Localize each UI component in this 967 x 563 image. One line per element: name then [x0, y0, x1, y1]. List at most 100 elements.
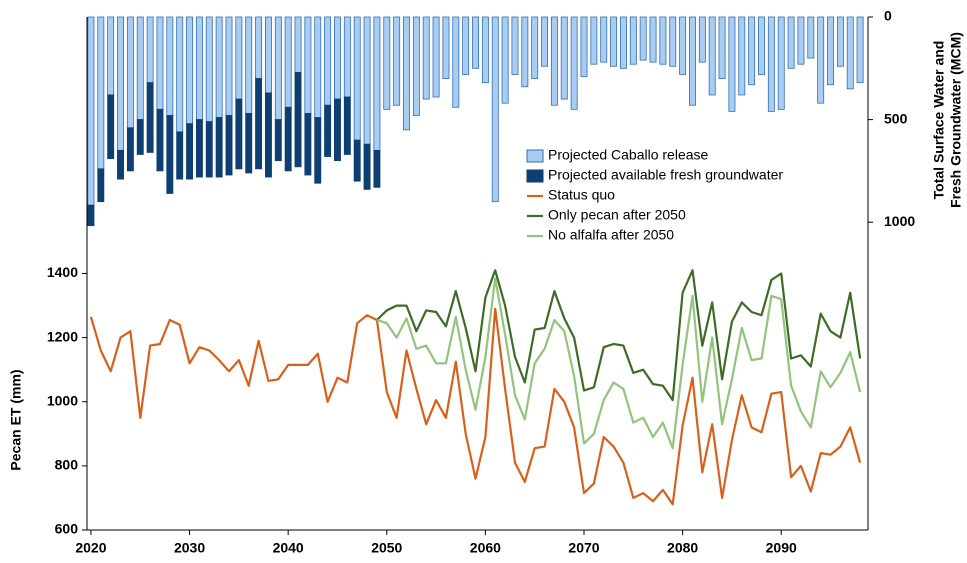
- bar: [718, 16, 726, 79]
- bar: [117, 149, 124, 180]
- bar: [373, 16, 381, 151]
- bar: [738, 16, 746, 96]
- x-tick-label: 2020: [75, 540, 106, 556]
- bar: [807, 16, 815, 59]
- bar: [176, 131, 184, 180]
- bar: [186, 123, 194, 180]
- y-tick-label: 1400: [47, 264, 78, 280]
- bar: [205, 16, 213, 123]
- legend-label: Projected Caballo release: [548, 147, 709, 163]
- bar: [304, 113, 312, 176]
- legend-swatch: [526, 169, 544, 183]
- x-tick-label: 2070: [568, 540, 599, 556]
- bar: [531, 16, 539, 79]
- bar: [225, 16, 233, 116]
- bar: [284, 16, 292, 108]
- bar: [777, 16, 785, 110]
- bar: [343, 16, 351, 98]
- bar: [610, 16, 618, 67]
- bar: [324, 104, 332, 157]
- bar: [422, 16, 430, 100]
- bar: [363, 143, 371, 190]
- y-tick-label: 800: [55, 457, 79, 473]
- bar: [748, 16, 756, 86]
- bar: [501, 16, 509, 104]
- y-axis-label: Pecan ET (mm): [8, 369, 24, 470]
- bar: [708, 16, 716, 96]
- bar: [324, 16, 332, 106]
- y2-tick-label: 0: [884, 8, 892, 24]
- bar: [639, 16, 647, 61]
- bar: [195, 119, 203, 178]
- bar: [827, 16, 834, 86]
- bar: [442, 16, 450, 79]
- bar: [817, 16, 825, 104]
- x-tick-label: 2050: [371, 540, 402, 556]
- bar: [491, 16, 499, 203]
- bar: [274, 119, 282, 162]
- bar: [264, 92, 272, 178]
- bar: [146, 16, 154, 84]
- bar: [560, 16, 568, 100]
- bar: [521, 16, 529, 88]
- bar: [412, 16, 420, 116]
- bar: [432, 16, 440, 98]
- bar: [590, 16, 598, 65]
- bar: [126, 127, 134, 172]
- bar: [255, 78, 263, 170]
- x-tick-label: 2080: [667, 540, 698, 556]
- bar: [87, 204, 95, 227]
- line: [376, 277, 862, 450]
- bar: [166, 115, 174, 194]
- bar: [97, 168, 105, 203]
- bar: [166, 16, 174, 116]
- bar: [550, 16, 558, 106]
- bar: [787, 16, 795, 69]
- bar: [215, 117, 223, 178]
- bar: [334, 16, 341, 100]
- bar: [284, 106, 292, 172]
- bar: [797, 16, 805, 65]
- x-tick-label: 2060: [470, 540, 501, 556]
- y2-tick-label: 1000: [884, 213, 915, 229]
- y2-tick-label: 500: [884, 110, 908, 126]
- bar: [373, 149, 381, 188]
- line: [89, 307, 862, 506]
- bar: [136, 119, 144, 155]
- bar: [698, 16, 706, 63]
- bar: [383, 16, 391, 110]
- bar: [245, 113, 253, 174]
- bar: [126, 16, 134, 129]
- bar: [195, 16, 203, 120]
- x-tick-label: 2040: [273, 540, 304, 556]
- bar: [767, 16, 775, 112]
- line: [376, 269, 862, 402]
- bar: [334, 98, 341, 162]
- bar: [314, 16, 322, 118]
- bar: [462, 16, 470, 75]
- bar: [836, 16, 844, 67]
- legend-label: Status quo: [548, 187, 615, 203]
- bar: [136, 16, 144, 120]
- bar: [856, 16, 864, 84]
- bar: [117, 16, 124, 151]
- legend-label: No alfalfa after 2050: [548, 227, 674, 243]
- x-tick-label: 2030: [174, 540, 205, 556]
- bar: [87, 16, 95, 206]
- y2-axis-label: Fresh Groundwater (MCM): [948, 32, 964, 208]
- bar: [225, 115, 233, 176]
- bar: [570, 16, 578, 110]
- y2-axis-label: Total Surface Water and: [931, 41, 947, 200]
- bar: [294, 16, 302, 73]
- y-tick-label: 1000: [47, 392, 78, 408]
- bar: [600, 16, 608, 63]
- bar: [176, 16, 184, 133]
- bar: [659, 16, 667, 65]
- bar: [353, 16, 361, 141]
- bar: [619, 16, 627, 69]
- bar: [511, 16, 519, 75]
- bar: [846, 16, 854, 90]
- bar: [304, 16, 312, 114]
- bar: [649, 16, 657, 63]
- bar: [580, 16, 588, 77]
